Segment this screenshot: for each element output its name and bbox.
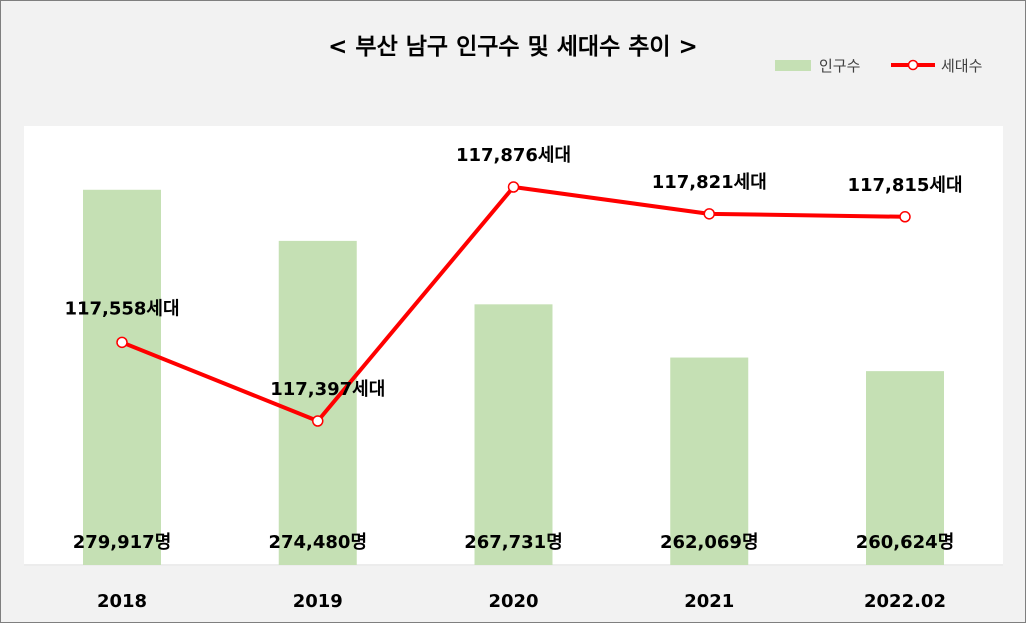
population-value-label: 262,069명	[660, 532, 759, 553]
population-bar	[278, 240, 357, 565]
population-bar	[83, 189, 161, 565]
category-label: 2022.02	[864, 591, 946, 612]
household-point	[507, 181, 520, 193]
legend-label-population: 인구수	[819, 57, 860, 75]
category-label: 2019	[293, 591, 343, 612]
data-labels: 279,917명 2018 274,480명 2019 267,731명 2020 262,…	[64, 145, 962, 612]
population-value-label: 279,917명	[73, 532, 172, 553]
population-bar	[866, 371, 944, 565]
household-point	[899, 211, 911, 223]
population-value-label: 274,480명	[268, 532, 367, 553]
legend-swatch-population	[775, 60, 811, 71]
population-value-label: 260,624명	[856, 532, 955, 553]
category-label: 2020	[488, 591, 538, 612]
household-value-label: 117,815세대	[847, 175, 962, 196]
household-value-label: 117,397세대	[270, 379, 385, 400]
population-value-label: 267,731명	[464, 532, 563, 553]
household-point	[312, 415, 324, 427]
legend-label-households: 세대수	[941, 57, 982, 75]
population-bar	[670, 357, 749, 565]
household-value-label: 117,558세대	[64, 298, 179, 319]
population-bar	[474, 304, 553, 565]
legend-marker-households	[907, 59, 919, 71]
household-line	[116, 181, 911, 427]
household-value-label: 117,876세대	[456, 145, 571, 166]
household-point	[703, 208, 715, 220]
bars	[83, 189, 944, 565]
household-value-label: 117,821세대	[652, 172, 767, 193]
chart-title: < 부산 남구 인구수 및 세대수 추이 >	[328, 34, 698, 60]
legend: 인구수 세대수	[775, 57, 982, 75]
household-point	[116, 336, 128, 349]
category-label: 2018	[97, 591, 147, 612]
category-label: 2021	[684, 591, 734, 612]
